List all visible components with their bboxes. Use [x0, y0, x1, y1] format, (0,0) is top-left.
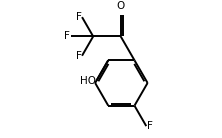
Text: O: O: [117, 1, 125, 11]
Text: F: F: [147, 121, 153, 131]
Text: F: F: [64, 31, 70, 41]
Text: HO: HO: [80, 76, 96, 86]
Text: F: F: [75, 51, 81, 61]
Text: F: F: [75, 12, 81, 22]
